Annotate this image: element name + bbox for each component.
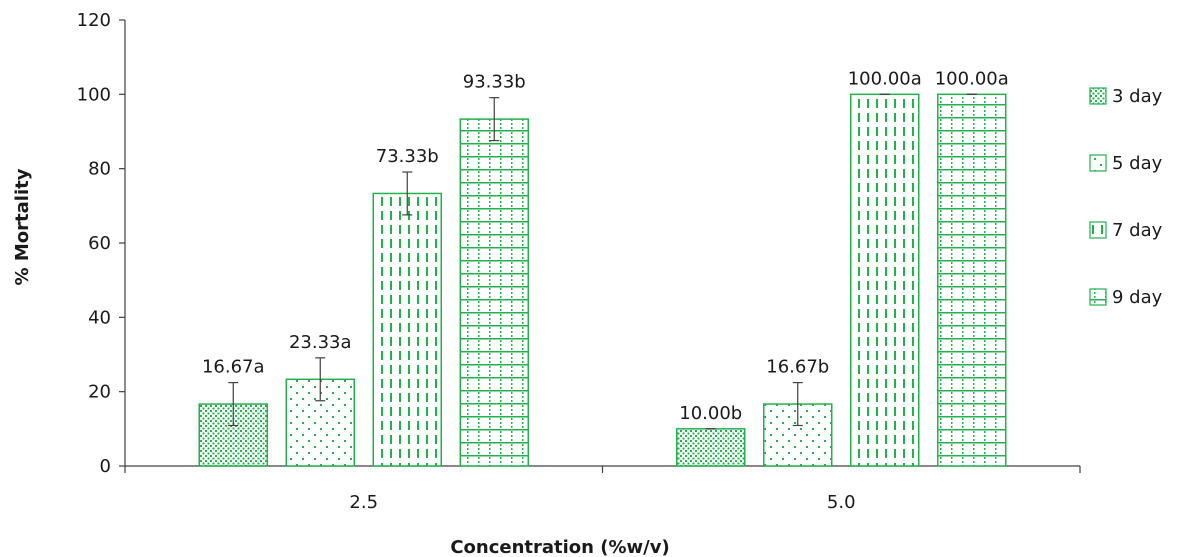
- legend-swatch: [1089, 154, 1107, 172]
- y-tick-label: 60: [88, 233, 111, 254]
- bar: [850, 93, 920, 467]
- data-label: 100.00a: [935, 68, 1009, 89]
- legend-label: 5 day: [1112, 153, 1163, 174]
- legend-swatch: [1089, 87, 1107, 105]
- bars: [198, 93, 1007, 467]
- bar: [676, 428, 746, 467]
- data-label: 16.67b: [766, 357, 829, 378]
- x-tick-label: 5.0: [827, 492, 856, 513]
- legend-label: 9 day: [1112, 287, 1163, 308]
- x-axis-title: Concentration (%w/v): [450, 537, 669, 557]
- legend-label: 7 day: [1112, 220, 1163, 241]
- data-label: 23.33a: [289, 332, 352, 353]
- data-label: 16.67a: [202, 357, 265, 378]
- data-labels: 16.67a 23.33a 73.33b 93.33b 10.00b 16.67b 100.…: [202, 68, 1009, 424]
- legend: 3 day 5 day 7 day 9 day: [1089, 86, 1163, 308]
- data-label: 10.00b: [679, 403, 742, 424]
- x-tick-label: 2.5: [349, 492, 378, 513]
- y-axis-title: % Mortality: [12, 168, 33, 285]
- data-label: 73.33b: [376, 146, 439, 167]
- data-label: 100.00a: [848, 68, 922, 89]
- y-tick-label: 40: [88, 307, 111, 328]
- bar: [372, 192, 442, 467]
- y-tick-label: 80: [88, 159, 111, 180]
- bar: [459, 118, 529, 467]
- y-tick-label: 0: [100, 456, 111, 477]
- y-tick-label: 20: [88, 382, 111, 403]
- error-bars: [228, 93, 977, 430]
- legend-swatch: [1089, 221, 1107, 239]
- bar: [937, 93, 1007, 467]
- axes: 0 20 40 60 80 100 120 2.5 5.0: [77, 10, 1081, 513]
- y-tick-label: 100: [77, 84, 111, 105]
- y-tick-label: 120: [77, 10, 111, 31]
- legend-swatch: [1089, 288, 1107, 306]
- data-label: 93.33b: [463, 72, 526, 93]
- legend-label: 3 day: [1112, 86, 1163, 107]
